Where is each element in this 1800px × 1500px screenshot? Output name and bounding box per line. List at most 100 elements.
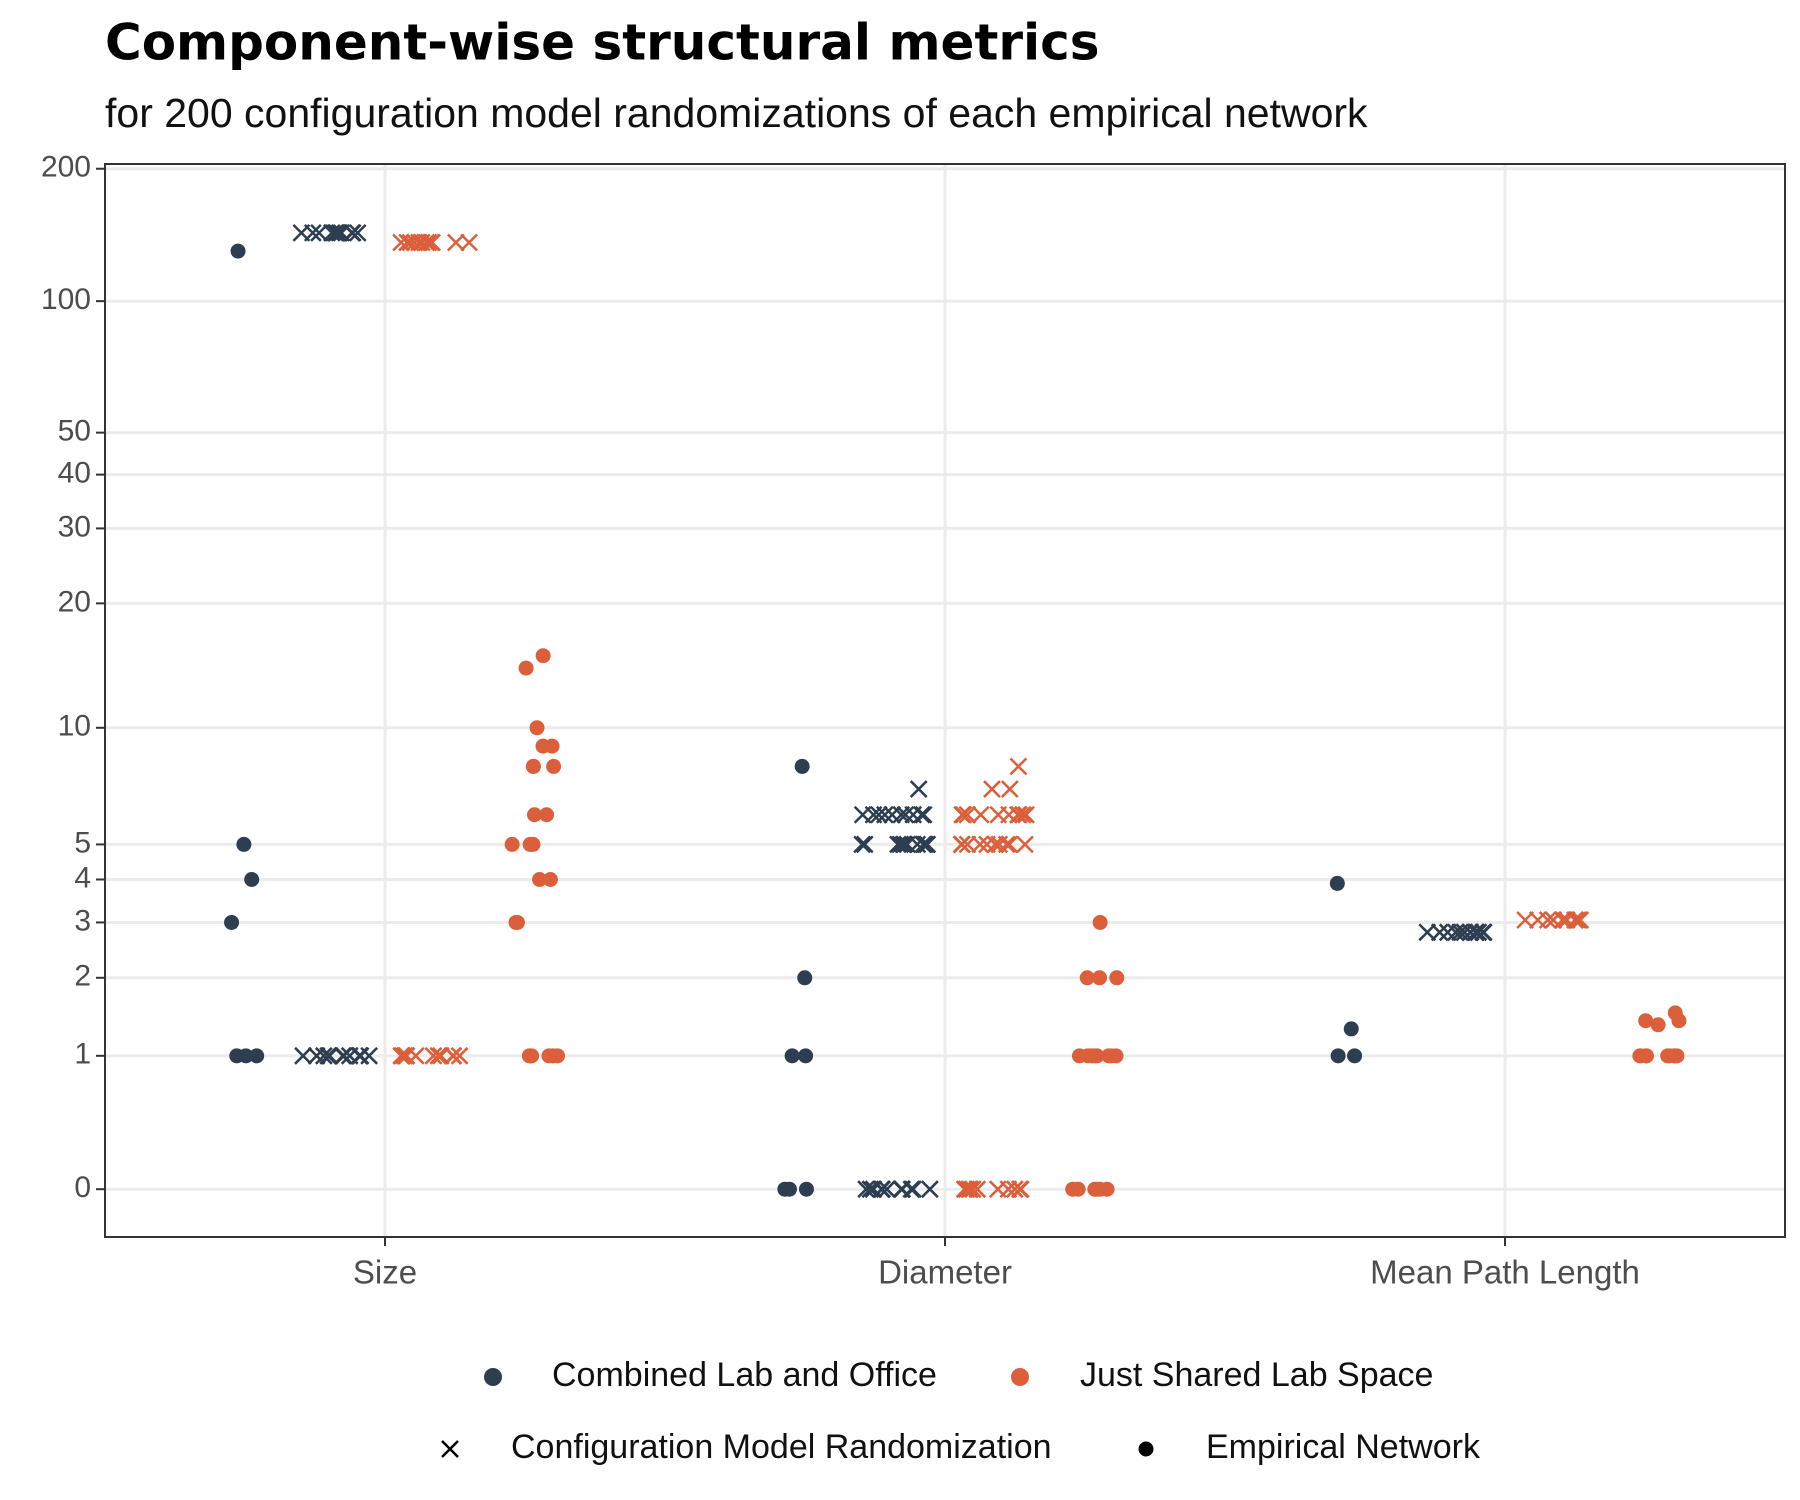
randomization-mark	[1009, 757, 1028, 776]
empirical-dot	[529, 720, 545, 736]
randomization-mark	[912, 805, 931, 824]
x-tick-label: Size	[353, 1254, 417, 1291]
randomization-mark	[450, 1046, 469, 1065]
randomization-mark	[953, 805, 971, 824]
y-tick-label: 50	[58, 415, 91, 448]
randomization-mark	[292, 224, 311, 242]
randomization-mark	[327, 224, 346, 242]
empirical-dot	[521, 1048, 537, 1064]
randomization-mark	[971, 835, 989, 854]
empirical-dot	[1092, 970, 1108, 986]
empirical-dot	[1638, 1013, 1654, 1029]
randomization-mark	[431, 1046, 450, 1065]
empirical-dot	[1087, 1181, 1103, 1197]
randomization-mark	[1516, 911, 1535, 929]
empirical-dot	[1079, 970, 1095, 986]
empirical-dot	[1092, 914, 1108, 930]
randomization-mark	[955, 1180, 974, 1199]
randomization-mark	[983, 780, 1001, 798]
randomization-mark	[320, 1046, 339, 1065]
randomization-mark	[1571, 911, 1590, 929]
randomization-mark	[988, 1180, 1007, 1199]
randomization-mark	[392, 1046, 411, 1065]
randomization-mark	[348, 224, 367, 242]
empirical-dot	[1330, 1048, 1346, 1064]
randomization-mark	[392, 233, 410, 252]
y-tick-label: 2	[74, 960, 91, 993]
y-tick-label: 30	[58, 510, 91, 543]
empirical-dot	[546, 758, 562, 774]
randomization-mark	[429, 1046, 448, 1065]
randomization-mark	[330, 224, 349, 242]
randomization-mark	[1438, 923, 1457, 942]
randomization-mark	[968, 1180, 987, 1199]
randomization-mark	[978, 835, 996, 854]
randomization-mark	[864, 805, 883, 824]
randomization-mark	[1474, 923, 1492, 942]
randomization-mark	[1430, 923, 1449, 942]
empirical-dot	[525, 836, 541, 852]
randomization-mark	[869, 805, 888, 824]
empirical-dot	[508, 914, 524, 930]
y-tick-label: 200	[41, 151, 91, 184]
legend-label: Combined Lab and Office	[552, 1356, 937, 1394]
x-tick-label: Mean Path Length	[1370, 1254, 1640, 1291]
chart-title: Component-wise structural metrics	[105, 14, 1100, 72]
y-tick-label: 20	[58, 585, 91, 618]
randomization-mark	[908, 835, 927, 854]
empirical-dot	[526, 807, 542, 823]
randomization-mark	[892, 1180, 911, 1199]
randomization-mark	[914, 835, 933, 854]
randomization-mark	[1011, 1180, 1030, 1199]
randomization-mark	[1016, 835, 1034, 854]
legend-marker	[441, 1440, 459, 1458]
legend-marker	[1138, 1441, 1154, 1457]
y-tick-label: 0	[74, 1171, 91, 1204]
randomization-mark	[419, 233, 438, 252]
randomization-mark	[314, 1046, 333, 1065]
empirical-dot	[539, 807, 555, 823]
randomization-mark	[971, 805, 990, 824]
empirical-dot	[1080, 1048, 1096, 1064]
y-tick-label: 100	[41, 283, 91, 316]
empirical-dot	[1671, 1013, 1687, 1029]
empirical-dot	[1099, 1181, 1115, 1197]
randomization-mark	[896, 805, 915, 824]
empirical-dot	[798, 1181, 814, 1197]
legend-marker	[484, 1368, 502, 1386]
randomization-mark	[395, 1046, 414, 1065]
empirical-dot	[784, 1048, 800, 1064]
x-tick-label: Diameter	[878, 1254, 1012, 1291]
randomization-mark	[877, 1180, 896, 1199]
randomization-mark	[335, 1046, 353, 1065]
y-tick-label: 40	[58, 457, 91, 490]
empirical-dot	[777, 1181, 793, 1197]
empirical-dot	[518, 660, 534, 676]
randomization-mark	[904, 805, 923, 824]
randomization-mark	[424, 1046, 443, 1065]
empirical-dot	[229, 1048, 245, 1064]
empirical-dot	[1347, 1048, 1363, 1064]
randomization-mark	[1000, 780, 1019, 798]
randomization-mark	[894, 835, 913, 854]
empirical-dot	[1070, 1181, 1086, 1197]
randomization-mark	[1446, 923, 1465, 942]
empirical-dot	[1343, 1021, 1359, 1037]
randomization-mark	[920, 1180, 939, 1199]
randomization-mark	[447, 233, 465, 252]
randomization-mark	[307, 1046, 326, 1065]
empirical-dot	[1650, 1017, 1666, 1033]
empirical-dot	[550, 1048, 566, 1064]
y-tick-label: 1	[74, 1038, 91, 1071]
empirical-dot	[797, 970, 813, 986]
legend-label: Empirical Network	[1206, 1428, 1481, 1466]
randomization-mark	[857, 1180, 876, 1199]
randomization-mark	[986, 835, 1005, 854]
randomization-mark	[891, 835, 910, 854]
randomization-mark	[1013, 805, 1032, 824]
randomization-mark	[398, 233, 417, 252]
legend-marker	[1011, 1368, 1029, 1386]
y-tick-label: 3	[74, 904, 91, 937]
